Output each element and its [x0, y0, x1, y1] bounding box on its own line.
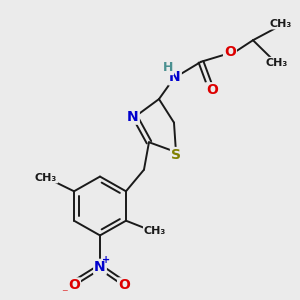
Text: CH₃: CH₃ — [35, 172, 57, 182]
Text: O: O — [118, 278, 130, 292]
Text: H: H — [163, 61, 173, 74]
Text: O: O — [224, 45, 236, 59]
Text: O: O — [206, 83, 218, 97]
Text: CH₃: CH₃ — [144, 226, 166, 236]
Text: ⁻: ⁻ — [61, 287, 67, 300]
Text: +: + — [102, 255, 110, 265]
Text: S: S — [171, 148, 181, 162]
Text: N: N — [169, 70, 181, 85]
Text: N: N — [94, 260, 106, 274]
Text: CH₃: CH₃ — [266, 58, 288, 68]
Text: CH₃: CH₃ — [270, 19, 292, 28]
Text: N: N — [127, 110, 139, 124]
Text: O: O — [68, 278, 80, 292]
